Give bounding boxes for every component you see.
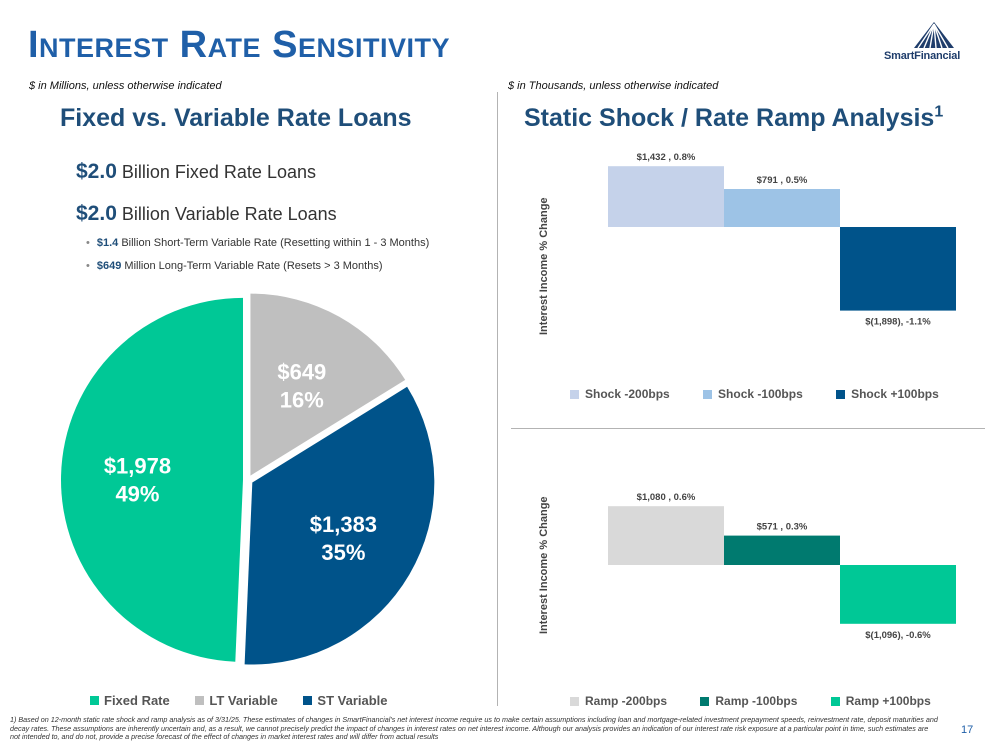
legend-ramp-100: Ramp -100bps: [700, 694, 797, 708]
shock-data-label-2: $(1,898), -1.1%: [865, 317, 931, 328]
shock-legend: Shock -200bps Shock -100bps Shock +100bp…: [570, 387, 939, 402]
legend-ramp-100-swatch: [700, 696, 710, 706]
ramp-legend: Ramp -200bps Ramp -100bps Ramp +100bps: [570, 694, 931, 709]
legend-shock-100-swatch: [703, 389, 713, 399]
page-number: 17: [961, 724, 974, 736]
bullet-short-term-amount: $1.4: [96, 237, 119, 249]
legend-lt-label: LT Variable: [209, 693, 278, 708]
pie-value-label-lt-variable: $649: [277, 359, 326, 384]
pie-percent-label-st-variable: 35%: [321, 540, 365, 565]
vertical-divider: [497, 92, 498, 706]
pie-percent-label-lt-variable: 16%: [280, 387, 324, 412]
ramp-data-label-1: $571 , 0.3%: [757, 522, 808, 533]
bullet-long-term: • $649 Million Long-Term Variable Rate (R…: [86, 260, 383, 272]
fixed-rate-text: Billion Fixed Rate Loans: [116, 162, 316, 182]
legend-ramp-p100: Ramp +100bps: [830, 694, 931, 708]
bullet-dot-icon: •: [86, 260, 90, 272]
legend-shock-100: Shock -100bps: [703, 387, 803, 401]
variable-rate-text: Billion Variable Rate Loans: [116, 204, 337, 224]
legend-ramp-200-swatch: [570, 696, 579, 706]
legend-shock-p100-label: Shock +100bps: [851, 387, 939, 401]
right-subtitle: $ in Thousands, unless otherwise indicat…: [508, 80, 719, 92]
pie-percent-label-fixed-rate: 49%: [115, 482, 159, 507]
legend-st-swatch: [303, 696, 313, 705]
pie-legend: Fixed Rate LT Variable ST Variable: [90, 693, 410, 708]
shock-bar-1: [724, 189, 840, 227]
shock-bar-0: [608, 166, 724, 227]
variable-rate-summary: $2.0 Billion Variable Rate Loans: [76, 202, 337, 226]
ramp-data-label-0: $1,080 , 0.6%: [637, 492, 696, 503]
shock-bar-2: [840, 227, 956, 311]
ramp-bar-2: [840, 565, 956, 624]
legend-lt-swatch: [195, 696, 205, 705]
legend-st-label: ST Variable: [317, 693, 388, 708]
legend-shock-100-label: Shock -100bps: [718, 387, 803, 401]
logo-wordmark: SmartFinancial: [884, 50, 961, 62]
fixed-rate-summary: $2.0 Billion Fixed Rate Loans: [76, 160, 316, 184]
loan-mix-pie-chart: $649 16% $1,383 35% $1,978 49%: [61, 293, 435, 665]
bullet-dot-icon: •: [86, 237, 90, 249]
pie-value-label-st-variable: $1,383: [310, 512, 377, 537]
bullet-long-term-amount: $649: [96, 260, 122, 272]
right-heading-text: Static Shock / Rate Ramp Analysis: [524, 104, 935, 132]
legend-shock-200-label: Shock -200bps: [585, 387, 670, 401]
legend-ramp-200: Ramp -200bps: [570, 694, 667, 708]
ramp-bar-1: [724, 535, 840, 565]
slide-title: Interest Rate Sensitivity: [28, 24, 450, 66]
legend-fixed-rate: Fixed Rate: [90, 693, 170, 708]
legend-shock-200: Shock -200bps: [570, 387, 670, 401]
ramp-data-label-2: $(1,096), -0.6%: [865, 630, 931, 641]
legend-shock-p100-swatch: [836, 389, 846, 399]
smartfinancial-logo-icon: [914, 22, 954, 49]
pie-slice-st-variable: [244, 386, 435, 665]
left-subtitle: $ in Millions, unless otherwise indicate…: [29, 80, 222, 92]
legend-shock-200-swatch: [570, 389, 579, 399]
right-heading: Static Shock / Rate Ramp Analysis1: [524, 104, 943, 133]
pie-slice-fixed-rate: [61, 297, 244, 662]
legend-shock-p100: Shock +100bps: [836, 387, 939, 401]
shock-y-axis-label: Interest Income % Change: [538, 197, 550, 335]
legend-lt-variable: LT Variable: [195, 693, 278, 708]
footnote: 1) Based on 12-month static rate shock a…: [10, 715, 938, 742]
pie-value-label-fixed-rate: $1,978: [104, 454, 171, 479]
ramp-bar-chart: $1,080 , 0.6% $571 , 0.3% $(1,096), -0.6%: [608, 492, 956, 641]
bullet-long-term-text: Million Long-Term Variable Rate (Resets …: [121, 260, 383, 272]
variable-rate-amount: $2.0: [76, 202, 117, 225]
legend-ramp-100-label: Ramp -100bps: [715, 694, 798, 708]
left-heading: Fixed vs. Variable Rate Loans: [60, 104, 412, 132]
legend-st-variable: ST Variable: [303, 693, 388, 708]
shock-data-label-1: $791 , 0.5%: [757, 175, 808, 186]
ramp-y-axis-label: Interest Income % Change: [538, 496, 550, 634]
shock-bar-chart: $1,432 , 0.8% $791 , 0.5% $(1,898), -1.1%: [608, 152, 956, 328]
pie-slice-lt-variable: [250, 293, 406, 476]
legend-ramp-p100-label: Ramp +100bps: [845, 694, 931, 708]
footnote-marker: 1: [934, 103, 944, 121]
bullet-short-term: • $1.4 Billion Short-Term Variable Rate (…: [86, 237, 429, 249]
fixed-rate-amount: $2.0: [76, 160, 117, 183]
horizontal-divider: [511, 428, 985, 429]
legend-fixed-label: Fixed Rate: [104, 693, 170, 708]
shock-data-label-0: $1,432 , 0.8%: [637, 152, 696, 163]
ramp-bar-0: [608, 506, 724, 565]
legend-fixed-swatch: [90, 696, 99, 705]
bullet-short-term-text: Billion Short-Term Variable Rate (Resett…: [118, 237, 430, 249]
legend-ramp-200-label: Ramp -200bps: [585, 694, 668, 708]
legend-ramp-p100-swatch: [830, 696, 840, 706]
